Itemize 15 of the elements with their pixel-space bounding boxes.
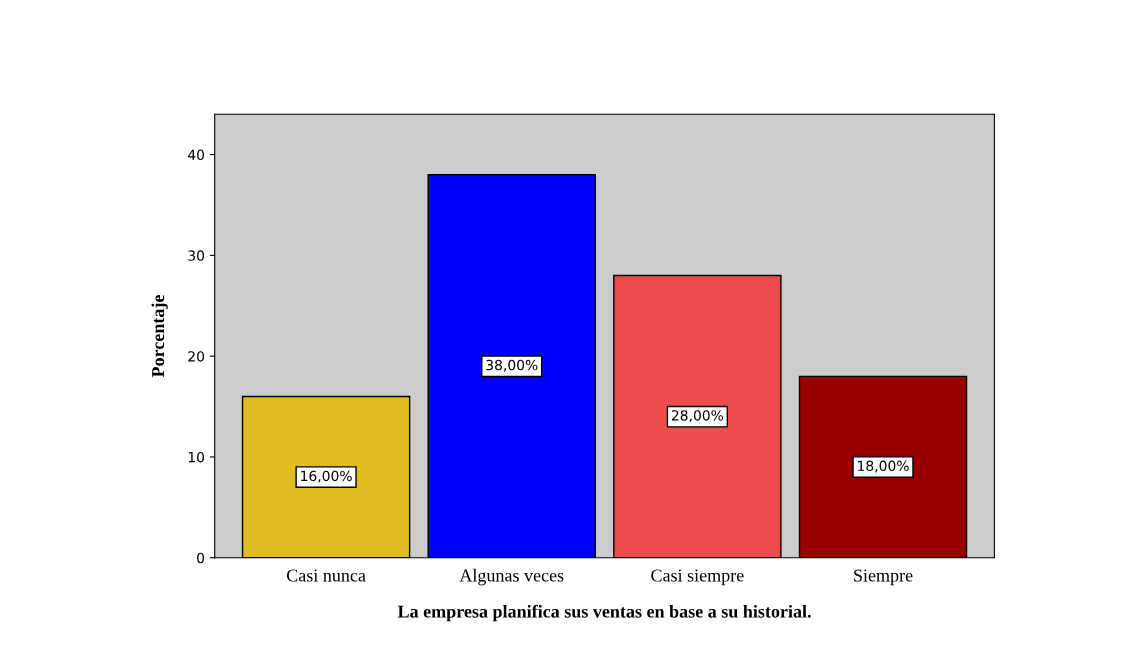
y-tick-label: 0	[197, 552, 205, 564]
x-tick-label: Algunas veces	[459, 568, 564, 586]
data-label: 28,00%	[671, 410, 724, 423]
x-tick-label: Siempre	[854, 569, 913, 586]
x-tick-label: Casi siempre	[651, 569, 744, 586]
y-axis-title: Porcentaje	[151, 295, 168, 378]
y-tick-label: 20	[188, 351, 205, 362]
y-tick-label: 40	[187, 149, 205, 161]
data-label: 16,00%	[301, 470, 352, 483]
y-tick-label: 30	[188, 250, 205, 261]
x-tick-label: Casi nunca	[286, 569, 366, 582]
y-tick-label: 10	[188, 451, 205, 463]
data-label: 18,00%	[858, 460, 909, 473]
data-label: 38,00%	[486, 359, 538, 372]
x-axis-title: La empresa planifica sus ventas en base a su historial.	[397, 604, 811, 622]
